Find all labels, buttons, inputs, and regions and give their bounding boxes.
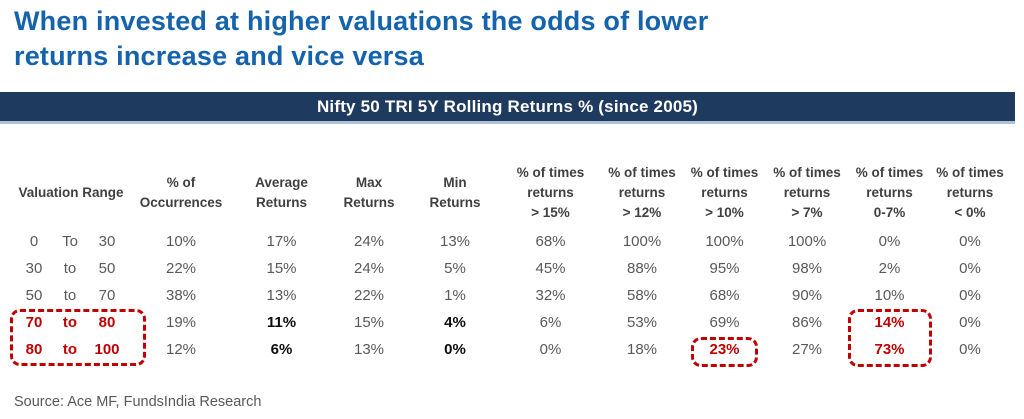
table-cell-r2-c5: 58% xyxy=(626,287,658,304)
valuation-range-row-4: 80 to 100 xyxy=(14,336,128,363)
range-part: 0 xyxy=(29,233,39,250)
table-cell-r0-c1: 17% xyxy=(266,233,297,250)
valuation-range-row-0: 0 To 30 xyxy=(14,228,128,255)
table-cell-r2-c8: 10% xyxy=(874,287,905,304)
table-cell-r4-c8: 73% xyxy=(874,341,905,358)
table-cell-r4-c7: 27% xyxy=(791,341,823,358)
table-cell-r0-c3: 13% xyxy=(439,233,471,250)
table-cell-r3-c9: 0% xyxy=(959,314,981,331)
table-cell-r1-c1: 15% xyxy=(266,260,297,277)
range-part: to xyxy=(63,287,77,304)
table-cell-r3-c2: 15% xyxy=(353,314,385,331)
returns-table: Valuation Range % of Occurrences Average R… xyxy=(14,158,1010,363)
table-cell-r4-c6: 23% xyxy=(709,341,740,358)
table-cell-r3-c1: 11% xyxy=(266,314,297,331)
header-cell-0: Valuation Range xyxy=(18,184,124,200)
table-cell-r3-c8: 14% xyxy=(874,314,905,331)
header-cell-5: % of times returns > 15% xyxy=(516,164,585,221)
table-cell-r1-c5: 88% xyxy=(626,260,658,277)
table-cell-r2-c1: 13% xyxy=(266,287,297,304)
table-cell-r2-c9: 0% xyxy=(959,287,981,304)
header-cell-8: % of times returns > 7% xyxy=(773,164,841,221)
table-cell-r4-c2: 13% xyxy=(353,341,385,358)
table-cell-r1-c2: 24% xyxy=(353,260,385,277)
table-cell-r2-c7: 90% xyxy=(791,287,823,304)
valuation-range-row-3: 70 to 80 xyxy=(14,309,128,336)
range-part: 100 xyxy=(94,341,120,358)
range-part: to xyxy=(63,260,77,277)
table-cell-r0-c9: 0% xyxy=(959,233,981,250)
page-title-line1: When invested at higher valuations the o… xyxy=(14,6,709,36)
table-cell-r3-c7: 86% xyxy=(791,314,823,331)
table-title-banner: Nifty 50 TRI 5Y Rolling Returns % (since… xyxy=(0,92,1015,124)
table-cell-r1-c8: 2% xyxy=(878,260,901,277)
range-part: to xyxy=(62,314,78,331)
table-cell-r2-c6: 68% xyxy=(709,287,740,304)
range-part: 80 xyxy=(25,341,43,358)
table-cell-r2-c4: 32% xyxy=(535,287,566,304)
table-cell-r4-c3: 0% xyxy=(444,341,466,358)
header-cell-1: % of Occurrences xyxy=(139,174,223,210)
table-cell-r3-c4: 6% xyxy=(539,314,562,331)
table-cell-r0-c2: 24% xyxy=(353,233,385,250)
table-cell-r1-c0: 22% xyxy=(165,260,197,277)
header-cell-7: % of times returns > 10% xyxy=(690,164,759,221)
table-cell-r1-c6: 95% xyxy=(709,260,740,277)
header-cell-2: Average Returns xyxy=(255,174,308,210)
table-cell-r4-c0: 12% xyxy=(165,341,197,358)
range-part: 30 xyxy=(98,233,116,250)
header-cell-3: Max Returns xyxy=(343,174,395,210)
table-cell-r0-c0: 10% xyxy=(165,233,197,250)
table-cell-r0-c4: 68% xyxy=(535,233,566,250)
table-cell-r3-c5: 53% xyxy=(626,314,658,331)
range-part: 50 xyxy=(25,287,43,304)
table-cell-r0-c8: 0% xyxy=(878,233,901,250)
header-cell-10: % of times returns < 0% xyxy=(936,164,1004,221)
table-cell-r3-c3: 4% xyxy=(444,314,466,331)
page-title-line2: returns increase and vice versa xyxy=(14,40,424,71)
table-cell-r0-c6: 100% xyxy=(705,233,744,250)
range-part: 70 xyxy=(98,287,116,304)
table-cell-r1-c4: 45% xyxy=(535,260,566,277)
table-cell-r2-c3: 1% xyxy=(444,287,466,304)
table-cell-r1-c7: 98% xyxy=(791,260,823,277)
table-cell-r2-c2: 22% xyxy=(353,287,385,304)
table-cell-r1-c9: 0% xyxy=(959,260,981,277)
range-part: To xyxy=(62,233,78,250)
range-part: 30 xyxy=(25,260,43,277)
valuation-range-row-2: 50 to 70 xyxy=(14,282,128,309)
header-cell-4: Min Returns xyxy=(429,174,481,210)
valuation-range-row-1: 30 to 50 xyxy=(14,255,128,282)
table-title: Nifty 50 TRI 5Y Rolling Returns % (since… xyxy=(316,96,699,116)
table-cell-r0-c7: 100% xyxy=(787,233,827,250)
table-cell-r0-c5: 100% xyxy=(622,233,662,250)
table-cell-r4-c5: 18% xyxy=(626,341,658,358)
table-cell-r2-c0: 38% xyxy=(165,287,197,304)
range-part: 80 xyxy=(98,314,116,331)
range-part: to xyxy=(62,341,78,358)
table-cell-r3-c6: 69% xyxy=(709,314,740,331)
table-cell-r4-c9: 0% xyxy=(959,341,981,358)
source-note: Source: Ace MF, FundsIndia Research xyxy=(14,394,262,410)
page-title: When invested at higher valuations the o… xyxy=(14,4,774,73)
table-cell-r4-c1: 6% xyxy=(270,341,293,358)
header-cell-6: % of times returns > 12% xyxy=(608,164,676,221)
table-cell-r3-c0: 19% xyxy=(165,314,197,331)
range-part: 70 xyxy=(25,314,43,331)
table-cell-r4-c4: 0% xyxy=(539,341,562,358)
range-part: 50 xyxy=(98,260,116,277)
header-cell-9: % of times returns 0-7% xyxy=(855,164,924,221)
returns-table-wrap: Valuation Range % of Occurrences Average R… xyxy=(10,158,1010,370)
table-cell-r1-c3: 5% xyxy=(444,260,466,277)
